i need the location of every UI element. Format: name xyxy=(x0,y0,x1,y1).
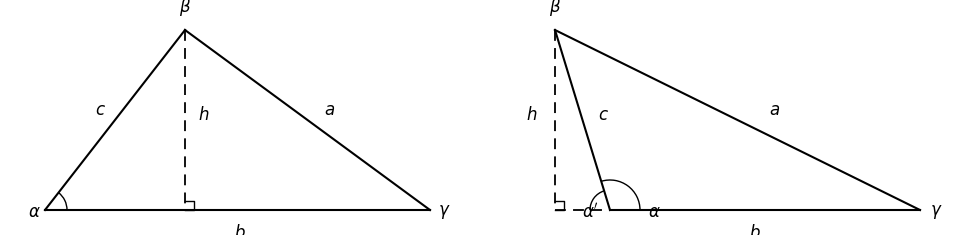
Text: $c$: $c$ xyxy=(95,101,105,119)
Text: $\alpha$: $\alpha$ xyxy=(648,203,661,221)
Text: $h$: $h$ xyxy=(526,106,537,124)
Text: $b$: $b$ xyxy=(749,224,761,235)
Text: $\beta$: $\beta$ xyxy=(179,0,191,18)
Text: $a$: $a$ xyxy=(325,101,335,119)
Text: $b$: $b$ xyxy=(234,224,246,235)
Text: $\gamma$: $\gamma$ xyxy=(438,203,450,221)
Text: $a$: $a$ xyxy=(769,101,781,119)
Text: $\beta$: $\beta$ xyxy=(549,0,561,18)
Text: $h$: $h$ xyxy=(198,106,210,124)
Text: $c$: $c$ xyxy=(598,106,609,124)
Text: $\alpha$: $\alpha$ xyxy=(28,203,41,221)
Text: $\gamma$: $\gamma$ xyxy=(930,203,943,221)
Text: $\alpha'$: $\alpha'$ xyxy=(581,202,599,221)
